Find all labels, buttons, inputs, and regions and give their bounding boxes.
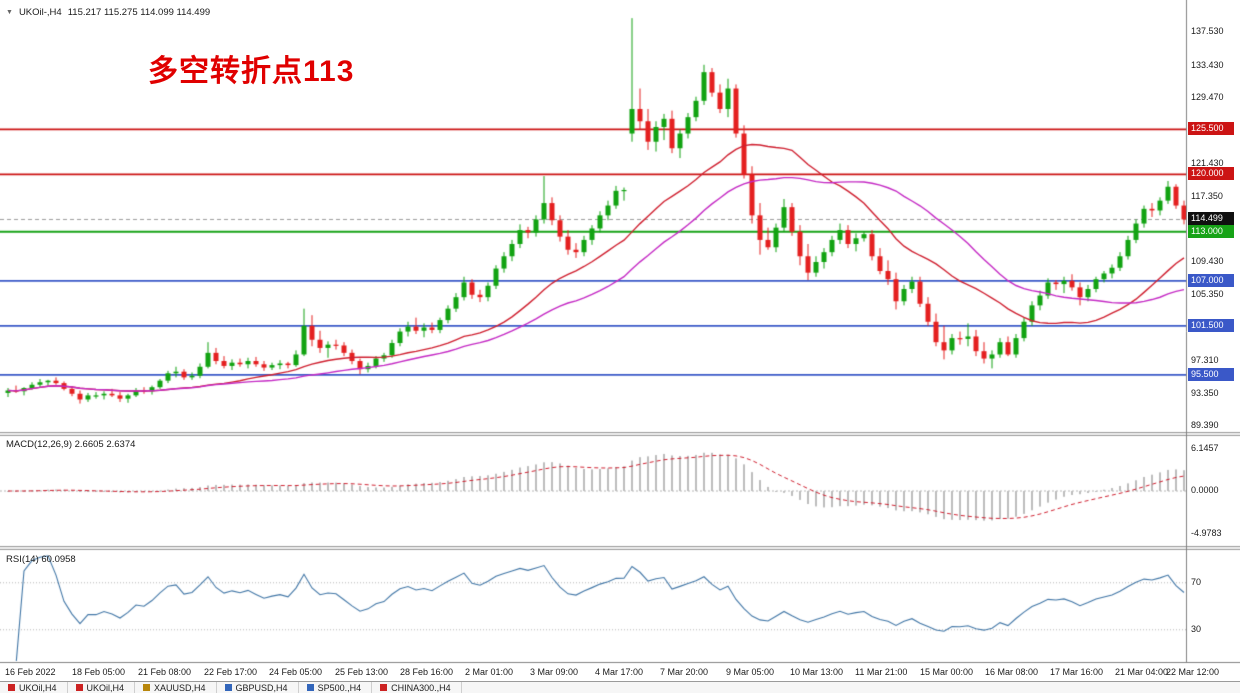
time-axis-label: 16 Feb 2022: [5, 667, 56, 677]
chart-tab-label: GBPUSD,H4: [235, 683, 288, 693]
chart-tab-icon: [224, 684, 232, 691]
time-axis-label: 24 Feb 05:00: [269, 667, 323, 677]
rsi-axis-30: 30: [1191, 624, 1202, 634]
chart-tab[interactable]: UKOil,H4: [68, 682, 136, 693]
time-axis-label: 16 Mar 08:00: [985, 667, 1039, 677]
chart-tab-icon: [380, 684, 388, 691]
time-axis-label: 3 Mar 09:00: [530, 667, 579, 677]
macd-axis-max: 6.1457: [1191, 443, 1219, 453]
time-axis-label: 22 Feb 17:00: [204, 667, 258, 677]
macd-indicator-label: MACD(12,26,9) 2.6605 2.6374: [6, 439, 136, 450]
price-axis-label: 109.430: [1191, 255, 1224, 266]
rsi-axis-70: 70: [1191, 577, 1202, 587]
price-axis-label: 121.430: [1191, 157, 1224, 168]
chart-tab-label: UKOil,H4: [19, 683, 57, 693]
price-axis-label: 137.530: [1191, 26, 1224, 36]
chart-header: ▼ UKOil-,H4 115.217 115.275 114.099 114.…: [6, 7, 210, 18]
chart-tab-icon: [143, 684, 151, 691]
time-axis-label: 11 Mar 21:00: [855, 667, 908, 677]
price-axis-label: 129.470: [1191, 91, 1224, 102]
price-level-badge: 114.499: [1188, 212, 1234, 226]
chart-tab-label: SP500.,H4: [317, 683, 362, 693]
chart-tab[interactable]: GBPUSD,H4: [217, 682, 299, 693]
price-level-badge: 113.000: [1188, 224, 1234, 238]
price-axis-label: 89.390: [1191, 419, 1219, 430]
chart-tab-icon: [306, 684, 314, 691]
time-axis-label: 21 Mar 04:00: [1115, 667, 1169, 677]
time-axis-label: 10 Mar 13:00: [790, 667, 844, 677]
price-level-badge: 107.000: [1188, 273, 1234, 287]
time-axis-label: 25 Feb 13:00: [335, 667, 389, 677]
symbol-title: UKOil-,H4: [18, 7, 62, 18]
price-axis-label: 105.350: [1191, 289, 1224, 300]
macd-axis-zero: 0.0000: [1191, 485, 1219, 495]
time-axis-label: 9 Mar 05:00: [726, 667, 775, 677]
chart-tab-label: UKOil,H4: [86, 683, 125, 693]
chart-tab-label: XAUUSD,H4: [154, 683, 206, 693]
price-level-badge: 95.500: [1188, 367, 1234, 381]
time-axis-label: 21 Feb 08:00: [138, 667, 192, 677]
time-axis-label: 2 Mar 01:00: [465, 667, 514, 677]
price-level-badge: 120.000: [1188, 167, 1234, 181]
chart-tab-bar: UKOil,H4 UKOil,H4 XAUUSD,H4 GBPUSD,H4 SP500.…: [0, 681, 1240, 693]
chart-tab[interactable]: CHINA300.,H4: [372, 682, 462, 693]
chart-tab-icon: [8, 684, 15, 691]
chart-tab[interactable]: UKOil,H4: [0, 682, 68, 693]
time-axis-label: 4 Mar 17:00: [595, 667, 644, 677]
price-level-badge: 101.500: [1188, 318, 1234, 332]
price-axis-label: 133.430: [1191, 59, 1224, 70]
time-axis-label: 7 Mar 20:00: [660, 667, 709, 677]
chart-tab-label: CHINA300.,H4: [391, 683, 451, 693]
rsi-indicator-label: RSI(14) 60.0958: [6, 554, 76, 565]
price-axis-label: 93.350: [1191, 387, 1219, 398]
ohlc-values: 115.217 115.275 114.099 114.499: [67, 7, 211, 18]
chart-tab-icon: [75, 684, 83, 691]
time-axis-label: 22 Mar 12:00: [1166, 667, 1220, 677]
trend-annotation: 多空转折点113: [148, 55, 355, 88]
price-level-badge: 125.500: [1188, 122, 1234, 136]
price-axis-label: 117.350: [1191, 191, 1223, 202]
time-axis-label: 15 Mar 00:00: [920, 667, 974, 677]
chevron-down-icon[interactable]: ▼: [6, 9, 13, 16]
chart-tab[interactable]: XAUUSD,H4: [135, 682, 217, 693]
time-axis-label: 17 Mar 16:00: [1050, 667, 1104, 677]
time-axis-label: 18 Feb 05:00: [72, 667, 126, 677]
macd-axis-min: -4.9783: [1191, 528, 1222, 538]
time-axis-label: 28 Feb 16:00: [400, 667, 454, 677]
price-axis-label: 97.310: [1191, 355, 1219, 366]
chart-tab[interactable]: SP500.,H4: [299, 682, 373, 693]
